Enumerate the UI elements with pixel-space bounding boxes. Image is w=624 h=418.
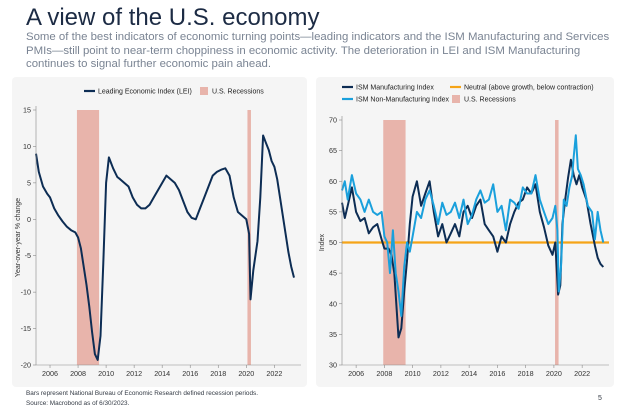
- y-axis-label: Index: [319, 233, 326, 251]
- y-tick-label: -5: [25, 251, 31, 260]
- x-tick-label: 2012: [126, 369, 142, 378]
- x-tick-label: 2020: [546, 369, 562, 378]
- legend-u-s-recessions: U.S. Recessions: [464, 97, 516, 104]
- legend-ism-non-manufacturing-index: ISM Non-Manufacturing Index: [356, 97, 449, 104]
- ism-chart: 30 35 40 45 50 55 60 65 70 2006 2008 2010 2012 2014 20…: [319, 85, 609, 378]
- series-line-ism-non-manufacturing-index: [341, 134, 605, 317]
- x-tick-label: 2022: [574, 369, 590, 378]
- page-number: 5: [598, 395, 602, 402]
- ism-chart-panel: 30 35 40 45 50 55 60 65 70 2006 2008 2010 2012 2014 20…: [316, 77, 614, 387]
- y-tick-label: 65: [329, 146, 337, 155]
- source-note: Source: Macrobond as of 6/30/2023.: [26, 400, 130, 407]
- x-tick-label: 2012: [433, 369, 449, 378]
- legend-ism-manufacturing-index: ISM Manufacturing Index: [356, 85, 434, 92]
- y-tick-label: 30: [329, 361, 337, 370]
- x-tick-label: 2010: [405, 369, 421, 378]
- y-tick-label: 40: [329, 299, 337, 308]
- y-tick-label: 5: [27, 178, 31, 187]
- x-tick-label: 2014: [461, 369, 477, 378]
- legend-leading-economic-index-lei: Leading Economic Index (LEI): [98, 89, 192, 96]
- lei-chart-panel: -20 -15 -10 -5 0 5 10 15 2006 2008 2010 2012 2014 201…: [12, 77, 307, 387]
- page-subtitle: Some of the best indicators of economic …: [26, 31, 610, 71]
- recession-footnote: Bars represent National Bureau of Econom…: [26, 390, 258, 397]
- y-tick-label: 50: [329, 238, 337, 247]
- x-tick-label: 2006: [42, 369, 58, 378]
- x-tick-label: 2008: [70, 369, 86, 378]
- y-axis-label: Year-over-year % change: [15, 198, 22, 277]
- x-tick-label: 2020: [238, 369, 254, 378]
- y-tick-label: -20: [21, 361, 31, 370]
- y-tick-label: 70: [329, 116, 337, 125]
- x-tick-label: 2022: [266, 369, 282, 378]
- y-tick-label: 15: [23, 106, 31, 115]
- y-tick-label: 55: [329, 207, 337, 216]
- recession-bar: [76, 110, 100, 365]
- legend-u-s-recessions-swatch: [200, 87, 208, 95]
- y-tick-label: -10: [21, 288, 31, 297]
- y-tick-label: 35: [329, 330, 337, 339]
- x-tick-label: 2006: [348, 369, 364, 378]
- x-tick-label: 2018: [518, 369, 534, 378]
- series-line-ism-manufacturing-index: [341, 158, 605, 339]
- series-line-leading-economic-index-lei-: [35, 134, 295, 361]
- legend-u-s-recessions: U.S. Recessions: [212, 89, 264, 96]
- legend-u-s-recessions-swatch: [452, 95, 460, 103]
- x-tick-label: 2010: [98, 369, 114, 378]
- page-title: A view of the U.S. economy: [26, 4, 320, 31]
- y-tick-label: 45: [329, 269, 337, 278]
- x-tick-label: 2016: [489, 369, 505, 378]
- x-tick-label: 2014: [154, 369, 170, 378]
- y-tick-label: 0: [27, 215, 31, 224]
- legend-neutral-above-growth-below-contraction: Neutral (above growth, below contraction…: [464, 85, 594, 92]
- lei-chart: -20 -15 -10 -5 0 5 10 15 2006 2008 2010 2012 2014 201…: [15, 87, 301, 378]
- y-tick-label: 60: [329, 177, 337, 186]
- y-tick-label: -15: [21, 324, 31, 333]
- x-tick-label: 2008: [376, 369, 392, 378]
- x-tick-label: 2018: [210, 369, 226, 378]
- y-tick-label: 10: [23, 142, 31, 151]
- x-tick-label: 2016: [182, 369, 198, 378]
